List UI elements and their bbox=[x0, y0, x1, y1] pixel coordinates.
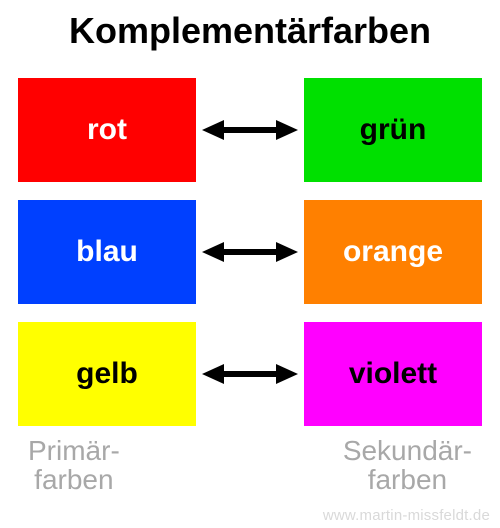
swatch-right: orange bbox=[304, 200, 482, 304]
primary-label: Primär- farben bbox=[28, 436, 120, 495]
pairs-container: rot grün blau orange gelb bbox=[0, 78, 500, 426]
footer-labels: Primär- farben Sekundär- farben bbox=[0, 436, 500, 495]
pair-row: blau orange bbox=[18, 200, 482, 304]
pair-row: rot grün bbox=[18, 78, 482, 182]
swatch-left: blau bbox=[18, 200, 196, 304]
secondary-label: Sekundär- farben bbox=[343, 436, 472, 495]
pair-row: gelb violett bbox=[18, 322, 482, 426]
watermark: www.martin-missfeldt.de bbox=[323, 507, 490, 524]
double-arrow-icon bbox=[202, 238, 298, 266]
swatch-left: gelb bbox=[18, 322, 196, 426]
double-arrow-icon bbox=[202, 116, 298, 144]
swatch-right: violett bbox=[304, 322, 482, 426]
double-arrow-icon bbox=[202, 360, 298, 388]
swatch-right: grün bbox=[304, 78, 482, 182]
swatch-left: rot bbox=[18, 78, 196, 182]
page-title: Komplementärfarben bbox=[0, 0, 500, 60]
